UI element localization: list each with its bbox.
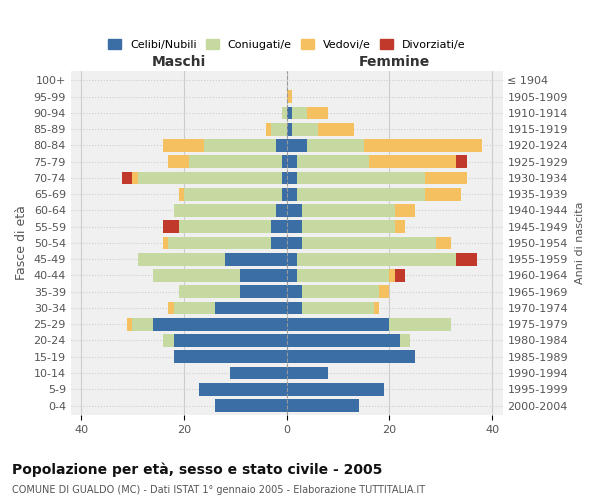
Bar — [292, 123, 317, 136]
Bar — [169, 236, 271, 250]
Bar — [163, 220, 179, 233]
Bar — [302, 220, 395, 233]
Bar — [281, 172, 287, 184]
Bar — [173, 302, 215, 314]
Bar — [163, 139, 205, 152]
Bar — [436, 236, 451, 250]
Bar — [307, 139, 364, 152]
Bar — [173, 334, 287, 347]
Bar — [271, 236, 287, 250]
Bar — [241, 269, 287, 282]
Bar — [271, 123, 287, 136]
Text: COMUNE DI GUALDO (MC) - Dati ISTAT 1° gennaio 2005 - Elaborazione TUTTITALIA.IT: COMUNE DI GUALDO (MC) - Dati ISTAT 1° ge… — [12, 485, 425, 495]
Bar — [425, 188, 461, 200]
Bar — [215, 302, 287, 314]
Bar — [302, 286, 379, 298]
Bar — [189, 156, 281, 168]
Bar — [297, 253, 457, 266]
Bar — [179, 188, 184, 200]
Y-axis label: Fasce di età: Fasce di età — [15, 206, 28, 281]
Bar — [457, 253, 477, 266]
Bar — [292, 106, 307, 120]
Bar — [173, 350, 287, 363]
Bar — [395, 204, 415, 217]
Bar — [287, 204, 302, 217]
Bar — [173, 204, 277, 217]
Bar — [287, 399, 359, 412]
Bar — [369, 156, 457, 168]
Bar — [287, 318, 389, 330]
Bar — [266, 123, 271, 136]
Bar — [241, 286, 287, 298]
Bar — [225, 253, 287, 266]
Bar — [169, 156, 189, 168]
Bar — [287, 350, 415, 363]
Bar — [281, 106, 287, 120]
Bar — [302, 204, 395, 217]
Bar — [137, 253, 225, 266]
Bar — [287, 172, 297, 184]
Bar — [205, 139, 277, 152]
Bar — [287, 236, 302, 250]
Text: Popolazione per età, sesso e stato civile - 2005: Popolazione per età, sesso e stato civil… — [12, 462, 382, 477]
Bar — [127, 318, 133, 330]
Text: Maschi: Maschi — [152, 55, 206, 69]
Bar — [287, 123, 292, 136]
Bar — [297, 156, 369, 168]
Bar — [287, 106, 292, 120]
Bar — [287, 286, 302, 298]
Legend: Celibi/Nubili, Coniugati/e, Vedovi/e, Divorziati/e: Celibi/Nubili, Coniugati/e, Vedovi/e, Di… — [103, 35, 470, 54]
Bar — [395, 220, 405, 233]
Bar — [122, 172, 133, 184]
Bar — [364, 139, 482, 152]
Bar — [317, 123, 353, 136]
Bar — [184, 188, 281, 200]
Bar — [302, 302, 374, 314]
Bar — [271, 220, 287, 233]
Y-axis label: Anni di nascita: Anni di nascita — [575, 202, 585, 284]
Bar — [133, 318, 153, 330]
Bar — [395, 269, 405, 282]
Bar — [297, 188, 425, 200]
Bar — [302, 236, 436, 250]
Bar — [287, 156, 297, 168]
Bar — [287, 383, 385, 396]
Bar — [287, 220, 302, 233]
Bar — [277, 204, 287, 217]
Bar — [287, 269, 297, 282]
Bar — [307, 106, 328, 120]
Bar — [389, 318, 451, 330]
Bar — [287, 366, 328, 380]
Bar — [287, 302, 302, 314]
Bar — [297, 269, 389, 282]
Bar — [400, 334, 410, 347]
Bar — [389, 269, 395, 282]
Bar — [287, 334, 400, 347]
Bar — [137, 172, 281, 184]
Bar — [153, 269, 241, 282]
Bar — [277, 139, 287, 152]
Text: Femmine: Femmine — [359, 55, 430, 69]
Bar — [374, 302, 379, 314]
Bar — [179, 286, 241, 298]
Bar — [199, 383, 287, 396]
Bar — [287, 90, 292, 103]
Bar — [281, 156, 287, 168]
Bar — [230, 366, 287, 380]
Bar — [287, 253, 297, 266]
Bar — [153, 318, 287, 330]
Bar — [215, 399, 287, 412]
Bar — [133, 172, 137, 184]
Bar — [179, 220, 271, 233]
Bar — [163, 236, 169, 250]
Bar — [287, 188, 297, 200]
Bar — [163, 334, 173, 347]
Bar — [379, 286, 389, 298]
Bar — [281, 188, 287, 200]
Bar — [425, 172, 467, 184]
Bar — [287, 139, 307, 152]
Bar — [169, 302, 173, 314]
Bar — [457, 156, 467, 168]
Bar — [297, 172, 425, 184]
